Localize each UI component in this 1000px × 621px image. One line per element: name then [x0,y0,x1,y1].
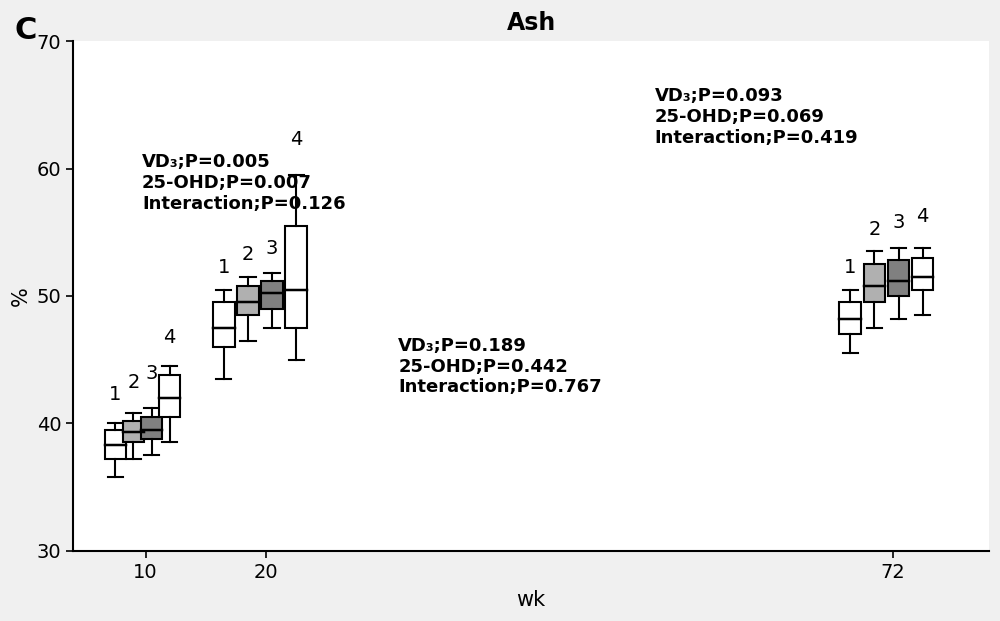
Text: 4: 4 [163,328,176,347]
Bar [159,375,180,417]
Text: 2: 2 [242,245,254,264]
Text: 1: 1 [109,385,122,404]
Bar [864,264,885,302]
Text: 1: 1 [218,258,230,277]
Title: Ash: Ash [506,11,556,35]
Bar [912,258,933,289]
Bar [123,421,144,443]
Text: VD₃;P=0.093
25-OHD;P=0.069
Interaction;P=0.419: VD₃;P=0.093 25-OHD;P=0.069 Interaction;P… [655,87,858,147]
Y-axis label: %: % [11,286,31,306]
Bar [888,260,909,296]
Text: 3: 3 [892,213,905,232]
Text: 4: 4 [290,130,302,150]
Bar [105,430,126,459]
Text: 4: 4 [916,207,929,226]
Bar [237,286,259,315]
Bar [141,417,162,438]
Text: 2: 2 [868,220,881,238]
Text: 2: 2 [127,373,140,391]
Bar [839,302,861,334]
Bar [261,281,283,309]
Text: 1: 1 [844,258,857,277]
Text: 3: 3 [266,238,278,258]
Text: C: C [15,16,37,45]
Text: 3: 3 [145,364,158,383]
Text: VD₃;P=0.189
25-OHD;P=0.442
Interaction;P=0.767: VD₃;P=0.189 25-OHD;P=0.442 Interaction;P… [398,337,602,396]
Bar [213,302,235,347]
Bar [285,226,307,328]
X-axis label: wk: wk [516,590,546,610]
Text: VD₃;P=0.005
25-OHD;P=0.007
Interaction;P=0.126: VD₃;P=0.005 25-OHD;P=0.007 Interaction;P… [142,153,346,213]
